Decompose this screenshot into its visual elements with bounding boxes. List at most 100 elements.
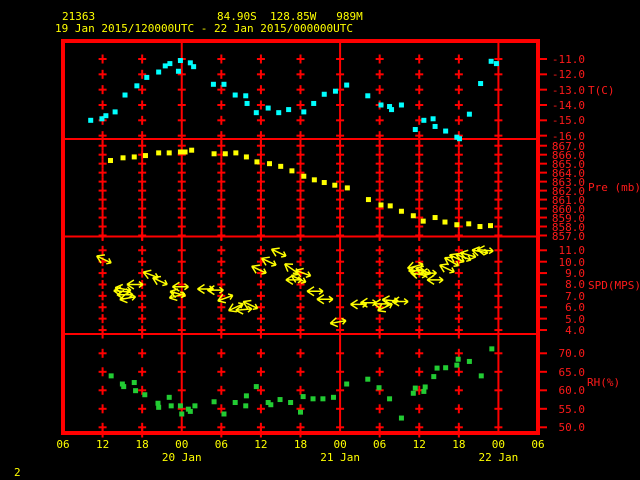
x-tick-label: 00 <box>175 438 189 451</box>
temperature-point <box>191 64 197 70</box>
pressure-point <box>233 150 239 156</box>
pressure-point <box>222 151 228 157</box>
wind-arrow <box>172 281 189 292</box>
wind-arrow-glyph <box>126 279 144 290</box>
y-tick-label: 860.0 <box>551 202 585 216</box>
wind-arrow <box>476 245 494 256</box>
wind-arrow <box>206 285 224 296</box>
wind-arrow-glyph <box>476 245 494 256</box>
y-tick-label: -12.0 <box>551 68 585 82</box>
date-label: 22 Jan <box>478 451 519 464</box>
y-tick-label: 861.0 <box>551 193 585 207</box>
wind-arrow <box>459 249 477 260</box>
temperature-point <box>103 113 109 119</box>
x-tick-label: 12 <box>412 438 426 451</box>
relative_humidity-point <box>330 394 336 400</box>
pressure-point <box>182 149 188 155</box>
temperature-point <box>466 111 472 117</box>
relative_humidity-point <box>211 399 217 405</box>
temperature-point <box>311 100 317 106</box>
relative_humidity-point <box>133 388 139 394</box>
wind-arrow <box>391 296 409 307</box>
pressure-point <box>398 208 404 214</box>
wind-arrow <box>169 288 187 299</box>
pressure-point <box>189 147 195 153</box>
y-tick-label: 5.0 <box>565 312 585 326</box>
wind-arrow <box>290 273 307 284</box>
wind-arrow <box>119 293 137 304</box>
relative_humidity-point <box>119 381 125 387</box>
wind-arrow-glyph <box>206 285 224 296</box>
relative_humidity-point <box>277 397 283 403</box>
wind-arrow-glyph <box>270 247 287 258</box>
wind-arrow <box>316 294 334 305</box>
wind-arrow-glyph <box>426 274 444 286</box>
pressure-point <box>156 150 162 156</box>
temperature-point <box>244 100 250 106</box>
pressure-point <box>466 221 472 227</box>
temperature-point <box>443 128 449 134</box>
temperature-point <box>144 74 150 80</box>
temperature-point <box>389 107 395 113</box>
y-tick-label: 866.0 <box>551 148 585 162</box>
pressure-point <box>321 180 327 186</box>
relative_humidity-point <box>398 415 404 421</box>
wind-arrow <box>284 263 299 275</box>
pressure-point <box>442 219 448 225</box>
wind-arrow <box>270 247 287 258</box>
y-tick-label: 11.0 <box>558 244 586 258</box>
temperature-point <box>134 83 140 89</box>
pressure-point <box>477 224 483 230</box>
relative_humidity-point <box>455 356 461 362</box>
pressure-point <box>420 218 426 224</box>
wind-arrow <box>420 267 437 279</box>
panel-unit-label-wind-speed: SPD(MPS) <box>588 279 640 292</box>
temperature-point <box>253 110 259 116</box>
wind-arrow-glyph <box>114 283 132 294</box>
relative_humidity-point <box>454 362 460 368</box>
y-tick-label: 7.0 <box>565 289 585 303</box>
wind-arrow <box>217 293 234 304</box>
relative_humidity-point <box>187 408 193 414</box>
wind-arrow <box>235 304 253 315</box>
y-tick-label: 859.0 <box>551 211 585 225</box>
relative_humidity-point <box>320 396 326 402</box>
wind-arrow-glyph <box>381 295 399 306</box>
temperature-point <box>88 117 94 123</box>
wind-arrow <box>197 283 214 295</box>
relative_humidity-point <box>221 411 227 417</box>
temperature-point <box>122 92 128 98</box>
wind-arrow <box>114 283 132 294</box>
wind-arrow-glyph <box>377 302 393 313</box>
y-tick-label: 65.0 <box>558 365 586 379</box>
y-tick-label: 60.0 <box>558 384 586 398</box>
x-tick-label: 00 <box>491 438 506 451</box>
pressure-point <box>344 185 350 191</box>
relative_humidity-point <box>179 411 185 417</box>
wind-arrow-glyph <box>227 302 244 313</box>
wind-arrow <box>260 256 277 267</box>
y-tick-label: 864.0 <box>551 166 585 180</box>
relative_humidity-point <box>268 402 274 408</box>
wind-arrow-glyph <box>142 269 159 280</box>
y-tick-label: 867.0 <box>551 139 585 153</box>
temperature-point <box>243 93 249 99</box>
wind-arrow-glyph <box>420 267 437 279</box>
y-tick-label: 4.0 <box>565 324 585 338</box>
y-tick-label: 858.0 <box>551 220 585 234</box>
pressure-point <box>432 215 438 221</box>
relative_humidity-point <box>431 374 437 380</box>
header-station-id: 21363 <box>62 10 96 23</box>
x-tick-label: 18 <box>293 438 308 451</box>
wind-arrow <box>227 302 244 313</box>
relative_humidity-point <box>232 400 238 406</box>
pressure-point <box>301 173 307 179</box>
pressure-point <box>166 150 172 156</box>
y-tick-label: -15.0 <box>551 114 585 128</box>
wind-arrow-glyph <box>391 296 409 307</box>
wind-arrow-glyph <box>251 264 267 275</box>
pressure-point <box>332 182 338 188</box>
temperature-point <box>488 58 494 64</box>
relative_humidity-point <box>310 396 316 402</box>
